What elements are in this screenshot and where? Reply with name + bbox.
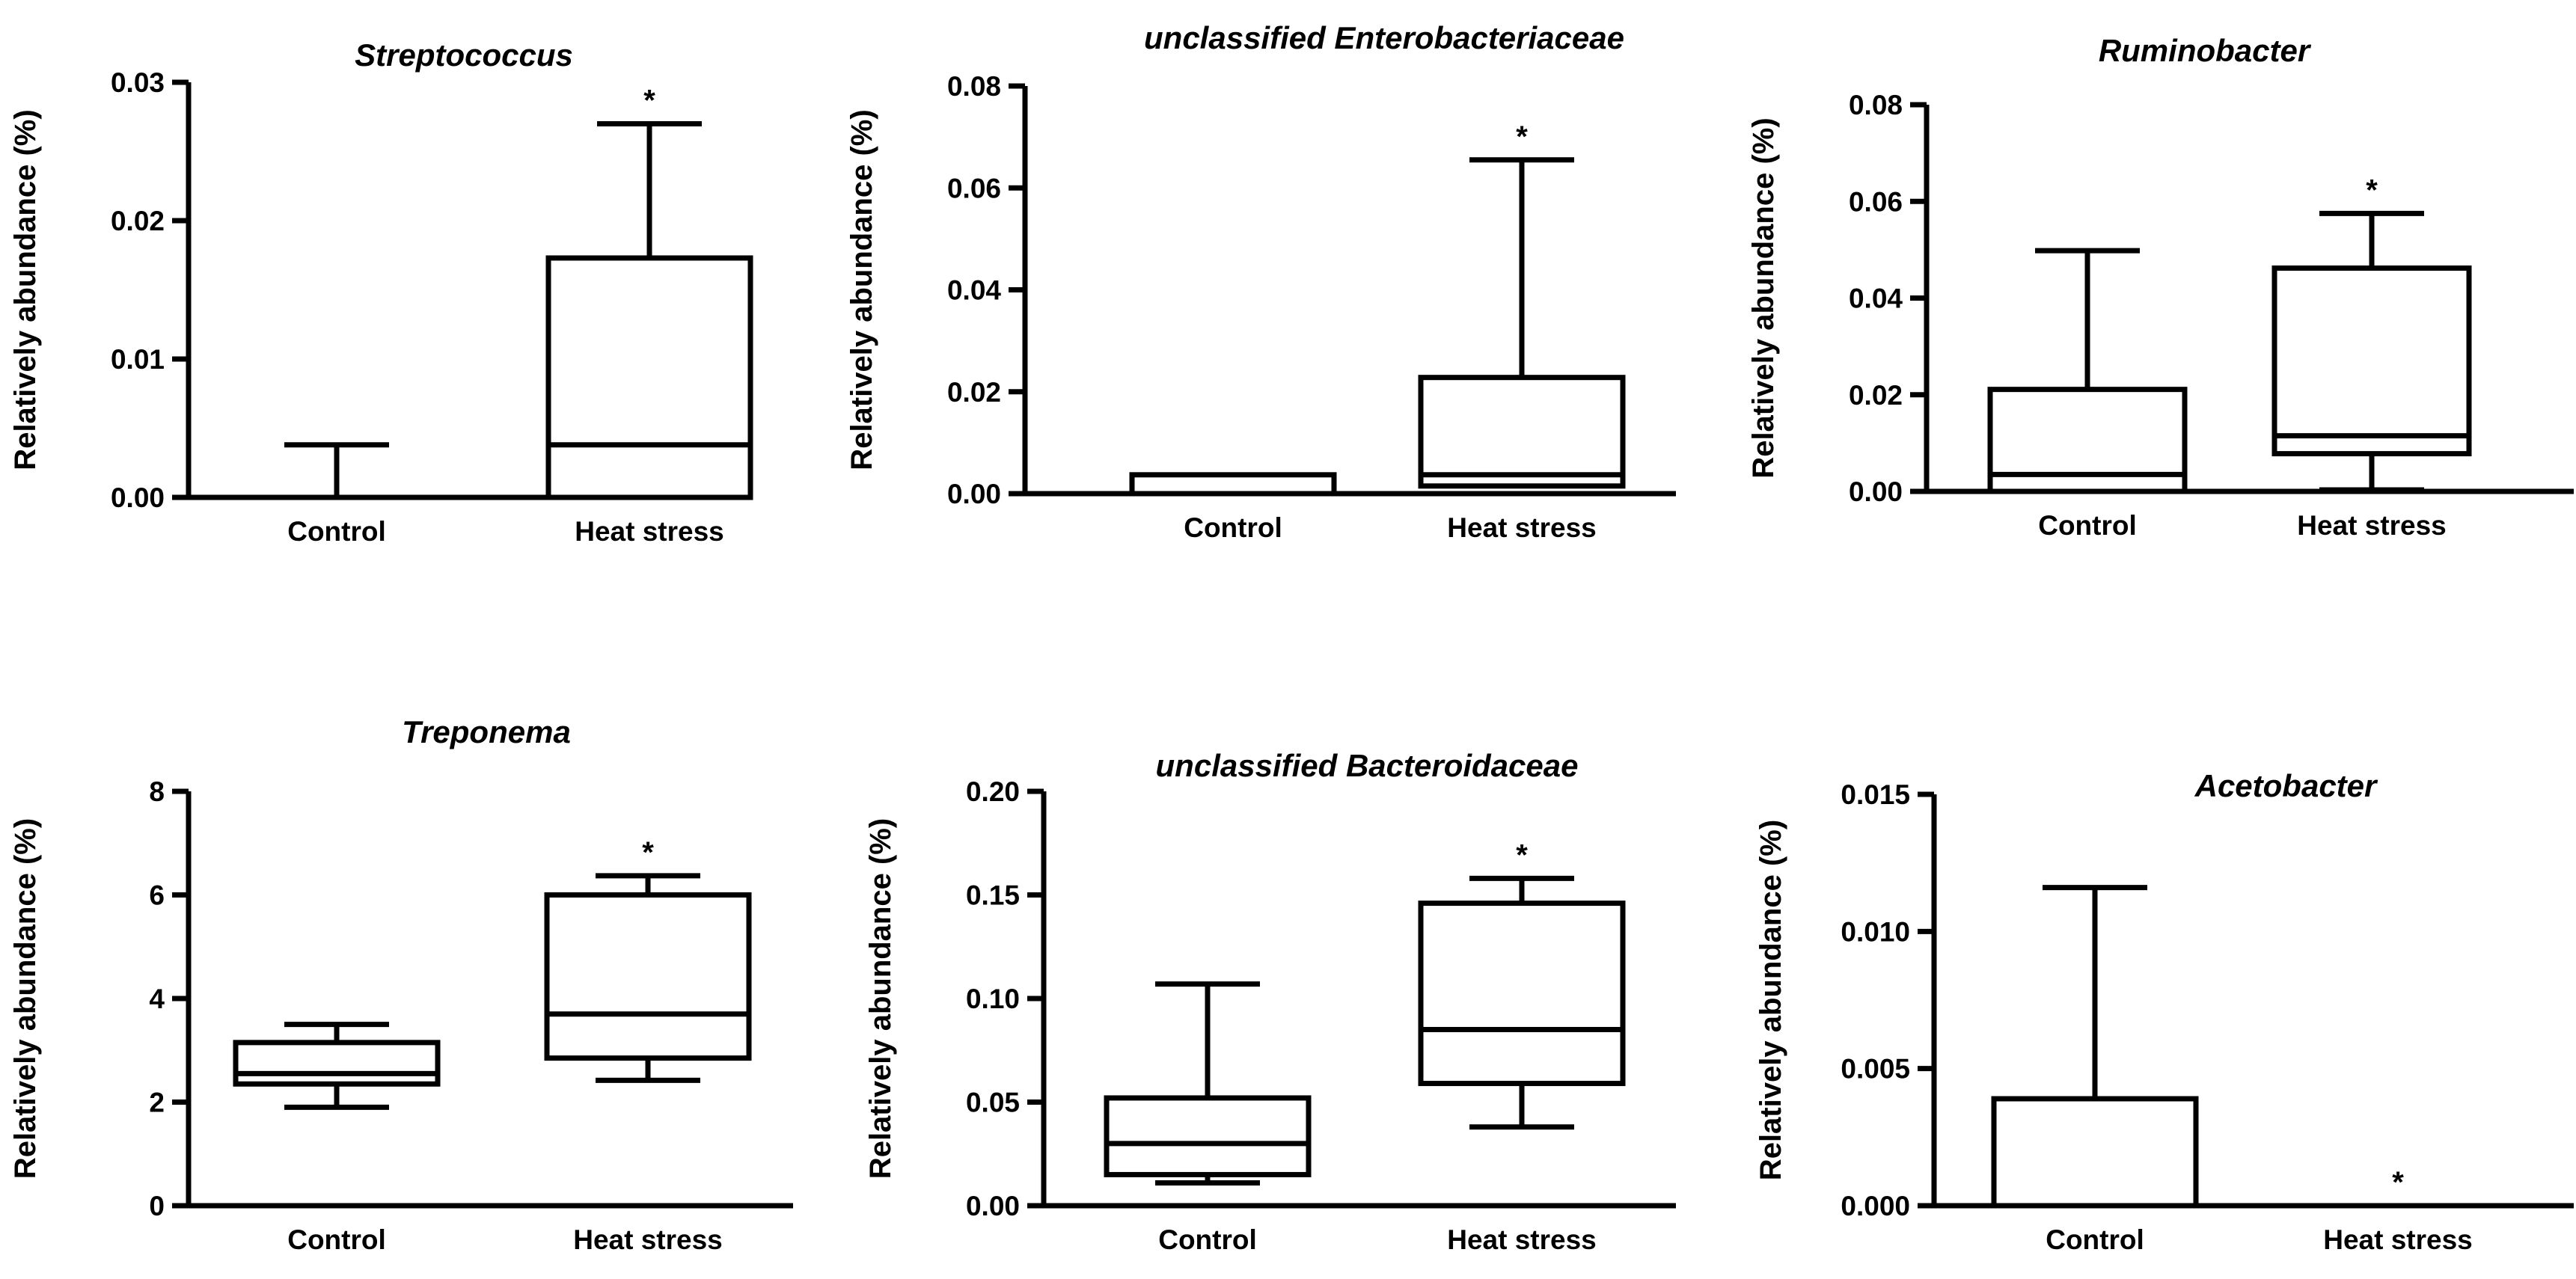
box-control (233, 1022, 441, 1110)
y-tick-label: 0.01 (111, 344, 165, 375)
box-iqr (233, 1040, 441, 1087)
y-tick-label: 0.010 (1841, 916, 1910, 947)
box-control (236, 442, 438, 500)
panel-4: Treponema Relatively abundance (%) 0 2 4 6 8 Co… (9, 714, 793, 1255)
x-tick-label: Control (287, 1224, 386, 1255)
y-tick-label: 0.00 (111, 482, 165, 513)
y-tick-label: 0.03 (111, 67, 165, 98)
y-tick-label: 0.00 (1849, 476, 1903, 507)
y-axis-label: Relatively abundance (%) (9, 818, 42, 1179)
box-iqr (545, 255, 753, 500)
y-tick-label: 0.02 (947, 377, 1001, 408)
box-iqr (2271, 265, 2472, 457)
panel-6: Acetobacter Relatively abundance (%) 0.000… (1754, 768, 2574, 1255)
box-iqr (544, 892, 752, 1061)
chart-title: Acetobacter (2194, 768, 2378, 803)
y-tick-label: 2 (149, 1088, 165, 1118)
box-iqr (1104, 1095, 1312, 1177)
y-tick-label: 0.000 (1841, 1191, 1910, 1221)
x-tick-label: Heat stress (1447, 512, 1597, 543)
box-iqr (1991, 1096, 2199, 1209)
box-iqr (1129, 472, 1337, 497)
x-tick-label: Control (2038, 510, 2137, 541)
y-tick-label: 0.005 (1841, 1054, 1910, 1085)
x-tick-label: Control (287, 516, 386, 547)
significance-marker: * (2392, 1166, 2404, 1199)
box-control (1104, 981, 1312, 1186)
y-axis-label: Relatively abundance (%) (9, 109, 42, 470)
y-axis-label: Relatively abundance (%) (1747, 117, 1780, 478)
significance-marker: * (1516, 120, 1528, 153)
chart-title: unclassified Enterobacteriaceae (1144, 20, 1624, 55)
chart-title: Ruminobacter (2099, 33, 2312, 68)
y-tick-label: 0.02 (111, 206, 165, 236)
y-tick-label: 0.10 (966, 984, 1020, 1014)
box-iqr (1418, 901, 1626, 1087)
box-heat-stress (2271, 210, 2472, 493)
significance-marker: * (2366, 174, 2378, 206)
y-tick-label: 6 (149, 880, 165, 911)
significance-marker: * (1516, 838, 1528, 871)
y-tick-label: 0.15 (966, 880, 1020, 911)
y-tick-label: 0.20 (966, 776, 1020, 807)
y-tick-label: 0.00 (947, 479, 1001, 509)
box-control (1987, 248, 2188, 494)
y-tick-label: 4 (149, 984, 165, 1014)
y-axis-label: Relatively abundance (%) (845, 109, 878, 470)
y-tick-label: 0.05 (966, 1088, 1020, 1118)
y-tick-label: 0.00 (966, 1191, 1020, 1221)
chart-title: Treponema (402, 714, 571, 749)
chart-title: Streptococcus (355, 37, 573, 73)
panel-3: Ruminobacter Relatively abundance (%) 0.00… (1747, 33, 2574, 541)
panel-5: unclassified Bacteroidaceae Relatively ab… (864, 748, 1676, 1255)
y-axis-label: Relatively abundance (%) (1754, 820, 1787, 1180)
y-tick-label: 0 (149, 1191, 165, 1221)
y-tick-label: 0.02 (1849, 380, 1903, 411)
panel-1: Streptococcus Relatively abundance (%) 0.0… (9, 37, 753, 547)
x-tick-label: Heat stress (2323, 1224, 2473, 1255)
box-heat-stress (1418, 875, 1626, 1130)
y-tick-label: 0.06 (1849, 186, 1903, 217)
box-heat-stress (1418, 157, 1626, 489)
x-tick-label: Heat stress (1447, 1224, 1597, 1255)
box-heat-stress (544, 873, 752, 1083)
y-tick-label: 0.08 (947, 71, 1001, 102)
box-control (1991, 885, 2199, 1209)
box-iqr (1987, 387, 2188, 494)
y-tick-label: 0.04 (1849, 283, 1903, 314)
box-control (1129, 472, 1337, 497)
y-tick-label: 0.04 (947, 275, 1001, 306)
chart-title: unclassified Bacteroidaceae (1156, 748, 1579, 783)
x-tick-label: Heat stress (573, 1224, 723, 1255)
y-tick-label: 0.015 (1841, 779, 1910, 810)
y-tick-label: 0.06 (947, 173, 1001, 203)
significance-marker: * (643, 85, 655, 117)
y-axis-label: Relatively abundance (%) (864, 818, 897, 1179)
x-tick-label: Heat stress (575, 516, 724, 547)
box-iqr (1418, 375, 1626, 489)
x-tick-label: Control (1158, 1224, 1257, 1255)
panel-2: unclassified Enterobacteriaceae Relativel… (845, 20, 1676, 543)
x-tick-label: Heat stress (2297, 510, 2447, 541)
box-heat-stress (545, 121, 753, 500)
significance-marker: * (642, 836, 654, 869)
x-tick-label: Control (1184, 512, 1282, 543)
x-tick-label: Control (2046, 1224, 2144, 1255)
y-tick-label: 0.08 (1849, 90, 1903, 120)
y-tick-label: 8 (149, 776, 165, 807)
